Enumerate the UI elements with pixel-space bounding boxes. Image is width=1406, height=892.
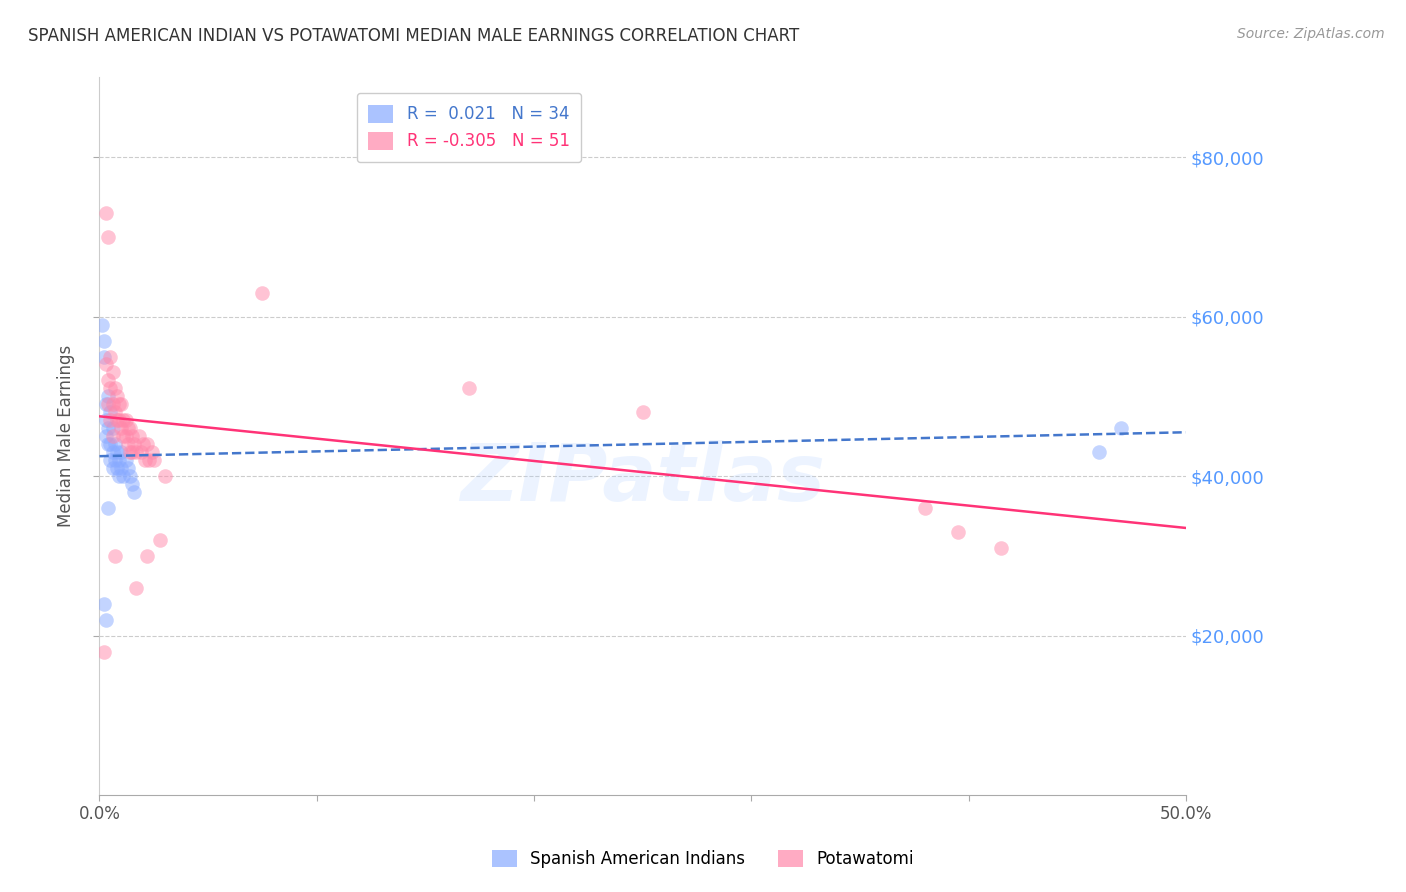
- Point: [93, 644, 115, 658]
- Text: ZIPatlas: ZIPatlas: [460, 441, 825, 518]
- Point: [93, 350, 115, 364]
- Text: Source: ZipAtlas.com: Source: ZipAtlas.com: [1237, 27, 1385, 41]
- Point: [112, 413, 135, 427]
- Point: [990, 541, 1012, 555]
- Point: [104, 549, 127, 563]
- Point: [125, 581, 148, 595]
- Point: [1088, 445, 1111, 459]
- Point: [118, 469, 141, 483]
- Point: [105, 445, 128, 459]
- Point: [114, 413, 136, 427]
- Point: [105, 461, 128, 475]
- Point: [101, 366, 124, 380]
- Point: [104, 405, 127, 419]
- Point: [97, 437, 120, 451]
- Point: [94, 413, 117, 427]
- Point: [101, 429, 124, 443]
- Point: [98, 381, 121, 395]
- Point: [122, 485, 145, 500]
- Point: [114, 453, 136, 467]
- Legend: Spanish American Indians, Potawatomi: Spanish American Indians, Potawatomi: [485, 843, 921, 875]
- Point: [112, 429, 135, 443]
- Point: [108, 469, 131, 483]
- Point: [114, 429, 136, 443]
- Point: [108, 413, 131, 427]
- Point: [108, 453, 131, 467]
- Point: [94, 206, 117, 220]
- Point: [117, 421, 139, 435]
- Text: SPANISH AMERICAN INDIAN VS POTAWATOMI MEDIAN MALE EARNINGS CORRELATION CHART: SPANISH AMERICAN INDIAN VS POTAWATOMI ME…: [28, 27, 800, 45]
- Point: [117, 461, 139, 475]
- Point: [112, 469, 135, 483]
- Point: [136, 437, 159, 451]
- Point: [138, 453, 160, 467]
- Point: [98, 413, 121, 427]
- Point: [149, 533, 172, 547]
- Point: [457, 381, 479, 395]
- Point: [93, 597, 115, 611]
- Point: [141, 445, 163, 459]
- Point: [97, 373, 120, 387]
- Point: [110, 421, 132, 435]
- Point: [98, 437, 121, 451]
- Point: [101, 461, 124, 475]
- Point: [98, 453, 121, 467]
- Point: [946, 524, 969, 539]
- Point: [94, 358, 117, 372]
- Point: [134, 453, 156, 467]
- Point: [122, 437, 145, 451]
- Point: [94, 429, 117, 443]
- Point: [128, 429, 150, 443]
- Point: [914, 501, 936, 516]
- Point: [97, 397, 120, 411]
- Point: [121, 429, 143, 443]
- Point: [94, 613, 117, 627]
- Point: [132, 437, 155, 451]
- Point: [101, 421, 124, 435]
- Point: [153, 469, 176, 483]
- Point: [105, 389, 128, 403]
- Point: [97, 230, 120, 244]
- Point: [98, 350, 121, 364]
- Point: [94, 397, 117, 411]
- Point: [110, 445, 132, 459]
- Point: [631, 405, 654, 419]
- Point: [104, 381, 127, 395]
- Point: [101, 445, 124, 459]
- Point: [104, 453, 127, 467]
- Y-axis label: Median Male Earnings: Median Male Earnings: [58, 345, 75, 527]
- Point: [129, 445, 152, 459]
- Point: [93, 334, 115, 348]
- Point: [118, 445, 141, 459]
- Point: [118, 421, 141, 435]
- Point: [97, 389, 120, 403]
- Point: [98, 405, 121, 419]
- Point: [121, 445, 143, 459]
- Point: [97, 501, 120, 516]
- Point: [136, 549, 159, 563]
- Point: [101, 397, 124, 411]
- Point: [108, 397, 131, 411]
- Point: [252, 285, 274, 300]
- Point: [1109, 421, 1132, 435]
- Point: [105, 413, 128, 427]
- Point: [142, 453, 165, 467]
- Point: [104, 437, 127, 451]
- Point: [125, 445, 148, 459]
- Point: [121, 477, 143, 491]
- Point: [110, 461, 132, 475]
- Point: [117, 437, 139, 451]
- Legend: R =  0.021   N = 34, R = -0.305   N = 51: R = 0.021 N = 34, R = -0.305 N = 51: [357, 93, 581, 162]
- Point: [90, 318, 112, 332]
- Point: [110, 397, 132, 411]
- Point: [97, 421, 120, 435]
